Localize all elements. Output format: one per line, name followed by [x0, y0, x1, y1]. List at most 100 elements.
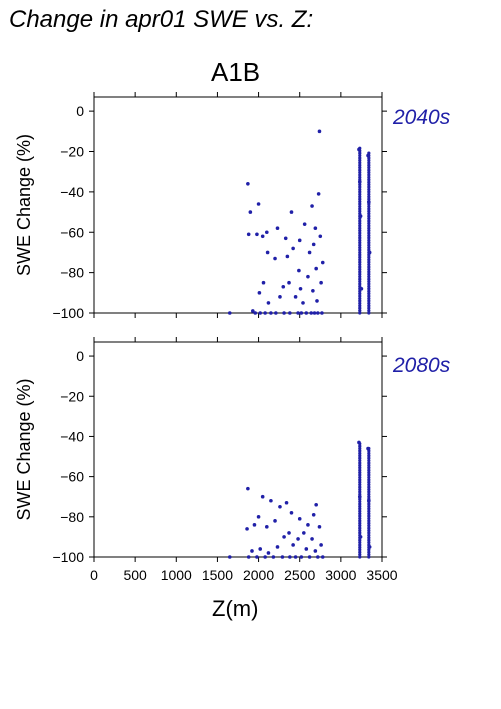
panel-1-column-1-point — [358, 282, 362, 286]
panel-1-column-2-point — [367, 267, 371, 271]
panel-1-data-point — [320, 311, 324, 315]
panel-1-data-point — [311, 242, 316, 247]
panel-2-column-1-point — [358, 521, 362, 525]
panel-2-data-point — [263, 555, 267, 559]
panel-1-column-2-point — [367, 258, 371, 262]
panel-2-column-1-point — [358, 555, 362, 559]
panel-2-column-2-point — [367, 533, 371, 537]
panel-2-data-point — [297, 517, 302, 521]
panel-1-column-1-point — [358, 202, 362, 206]
panel-2-data-point — [307, 555, 312, 559]
panel-1-column-2-point — [367, 292, 371, 296]
page-title: Change in apr01 SWE vs. Z: — [9, 6, 314, 33]
panel-2-column-2-point — [367, 483, 371, 487]
panel-1-data-point — [227, 311, 232, 315]
scenario-label: A1B — [211, 57, 261, 87]
panel-1-data-point — [299, 311, 304, 315]
panel-2-column-2-point — [367, 538, 371, 542]
x-axis-label: Z(m) — [212, 596, 259, 621]
panel-2-data-point — [287, 531, 291, 535]
panel-2-column-2-point — [367, 461, 371, 465]
panel-1-data-point — [281, 284, 286, 289]
panel-1-data-point — [289, 210, 294, 214]
panel-2-data-point — [310, 537, 314, 541]
panel-2-data-point — [280, 555, 285, 559]
panel-2-y-tick-label: −20 — [60, 388, 84, 404]
panel-1-column-2-point — [367, 284, 371, 288]
panel-1-column-1-point — [358, 170, 362, 175]
panel-1-column-2-point — [367, 216, 371, 221]
panel-2-x-tick-label: 2000 — [243, 567, 274, 583]
panel-1-data-point — [269, 311, 273, 315]
panel-1-data-point — [302, 222, 307, 226]
panel-1-column-1-point — [358, 233, 362, 238]
panel-1-data-point — [306, 274, 310, 279]
panel-2-column-2-point — [367, 454, 371, 458]
panel-1-data-point — [256, 202, 261, 206]
panel-1-data-point — [266, 301, 271, 305]
panel-1-column-2-point — [367, 238, 371, 242]
panel-2-data-point — [314, 502, 318, 507]
panel-2-y-tick-label: −60 — [60, 469, 84, 485]
panel-1-column-1-point — [358, 224, 362, 228]
panel-1-column-2-point — [367, 255, 371, 259]
panel-2-data-point — [358, 535, 363, 539]
panel-1-column-2-point — [367, 187, 371, 192]
panel-1-column-1-point — [358, 245, 362, 250]
panel-2-column-2-point — [367, 531, 371, 535]
panel-1-column-2-point — [367, 277, 371, 281]
panel-2-x-tick-label: 3000 — [325, 567, 356, 583]
panel-2-data-point — [275, 545, 280, 549]
panel-2-column-2-point — [367, 463, 371, 467]
panel-2-column-1-point — [358, 524, 362, 528]
panel-1-column-2-point — [367, 212, 371, 216]
panel-2-column-2-point — [367, 451, 371, 455]
panel-2-data-point — [246, 486, 250, 491]
panel-1-column-2-point — [367, 168, 371, 172]
panel-1-data-point — [283, 236, 288, 241]
panel-2-column-2-point — [367, 509, 371, 513]
panel-1-column-2-point — [367, 175, 371, 179]
panel-1-column-2-point — [367, 190, 371, 194]
panel-1-data-point — [317, 129, 322, 134]
panel-1-data-point — [359, 286, 364, 291]
panel-2-column-2-point — [367, 458, 371, 463]
panel-1-column-1-point — [358, 183, 362, 187]
panel-1-column-1-point — [358, 262, 362, 267]
panel-2-column-2-point — [367, 516, 371, 521]
panel-1-column-2-point — [367, 301, 371, 305]
panel-1-column-2-point — [367, 296, 371, 301]
panel-1-column-1-point — [358, 270, 362, 274]
panel-1-data-point — [318, 234, 323, 239]
panel-1-column-2-point — [367, 287, 371, 291]
panel-1-column-1-point — [358, 163, 362, 167]
panel-2-data-point — [302, 531, 306, 535]
panel-1-column-2-point — [367, 245, 371, 250]
panel-2-column-2-point — [367, 480, 371, 484]
panel-1-data-point — [246, 232, 251, 237]
panel-2-column-2-point — [367, 514, 371, 518]
panel-2-data-point — [258, 547, 263, 551]
panel-1-column-1-point — [358, 238, 362, 242]
panel-2-column-2-point — [367, 487, 371, 492]
panel-1-data-point — [265, 250, 270, 255]
panel-1-column-1-point — [358, 166, 362, 170]
panel-2-y-axis-label: SWE Change (%) — [14, 378, 34, 520]
panel-2-data-point — [245, 527, 249, 531]
panel-1-column-2-point — [367, 306, 371, 310]
panel-1-column-1-point — [358, 292, 362, 296]
panel-1-data-point — [273, 256, 277, 261]
panel-1-column-1-point — [358, 236, 362, 240]
panel-1-column-2-point — [367, 236, 371, 240]
panel-2-data-point — [367, 498, 371, 503]
panel-2-data-point — [269, 498, 273, 503]
panel-1-data-point — [260, 234, 265, 239]
panel-1-column-1-point — [358, 260, 362, 264]
panel-1-data-point — [310, 204, 314, 208]
panel-1-y-tick-label: −60 — [60, 224, 84, 240]
panel-2-column-2-point — [367, 526, 371, 530]
panel-1-data-point — [319, 280, 323, 285]
panel-2-column-1-point — [358, 449, 362, 453]
panel-1-column-2-point — [367, 219, 371, 223]
panel-1-column-1-point — [358, 267, 362, 271]
